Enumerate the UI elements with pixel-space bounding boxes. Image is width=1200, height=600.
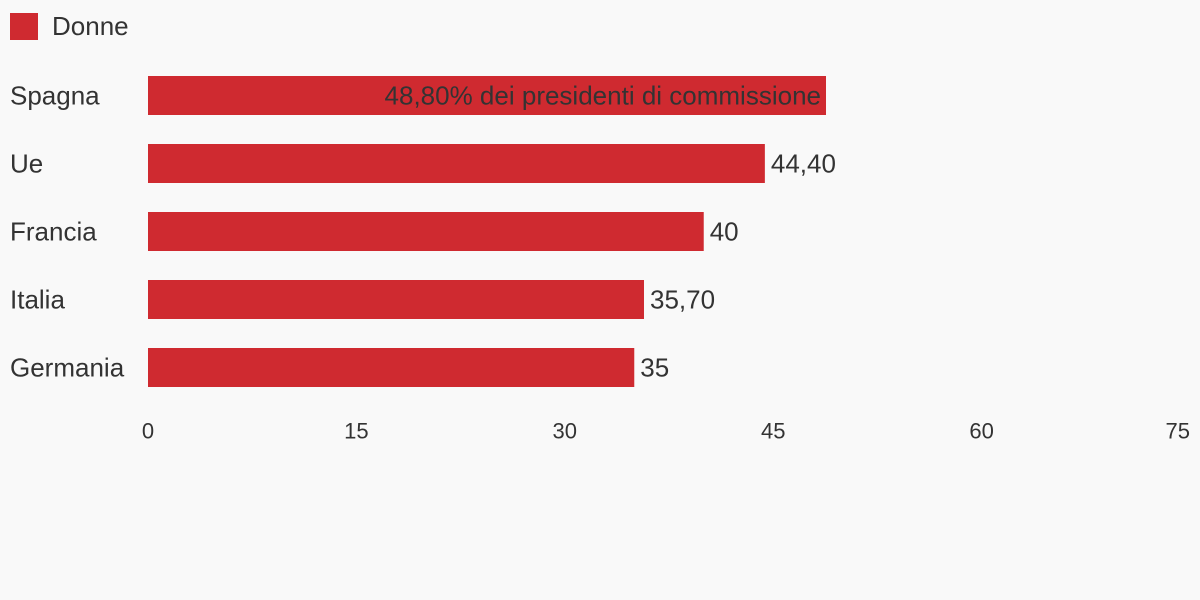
category-labels-group: Spagna Ue Francia Italia Germania	[10, 81, 125, 383]
x-tick-label-75: 75	[1166, 419, 1190, 444]
bar-spagna	[148, 76, 826, 115]
category-label-germania: Germania	[10, 353, 125, 383]
value-label-ue: 44,40	[771, 149, 836, 179]
x-tick-label-60: 60	[969, 419, 993, 444]
bars-group	[148, 76, 826, 387]
value-label-italia: 35,70	[650, 285, 715, 315]
category-label-italia: Italia	[10, 285, 65, 315]
bar-germania	[148, 348, 635, 387]
value-label-francia: 40	[710, 217, 739, 247]
legend: Donne	[10, 10, 129, 42]
legend-swatch	[10, 12, 38, 40]
legend-label: Donne	[52, 11, 129, 41]
category-label-spagna: Spagna	[10, 81, 100, 111]
x-tick-label-30: 30	[553, 419, 577, 444]
x-tick-label-0: 0	[142, 419, 154, 444]
value-labels-group: 48,80% dei presidenti di commissione 44,4…	[385, 81, 836, 383]
x-axis-ticks-group: 0 15 30 45 60 75	[142, 419, 1190, 444]
x-tick-label-45: 45	[761, 419, 785, 444]
bar-italia	[148, 280, 644, 319]
value-label-spagna: 48,80% dei presidenti di commissione	[385, 81, 821, 111]
bar-ue	[148, 144, 765, 183]
category-label-francia: Francia	[10, 217, 97, 247]
bar-francia	[148, 212, 704, 251]
category-label-ue: Ue	[10, 149, 43, 179]
x-tick-label-15: 15	[344, 419, 368, 444]
value-label-germania: 35	[640, 353, 669, 383]
